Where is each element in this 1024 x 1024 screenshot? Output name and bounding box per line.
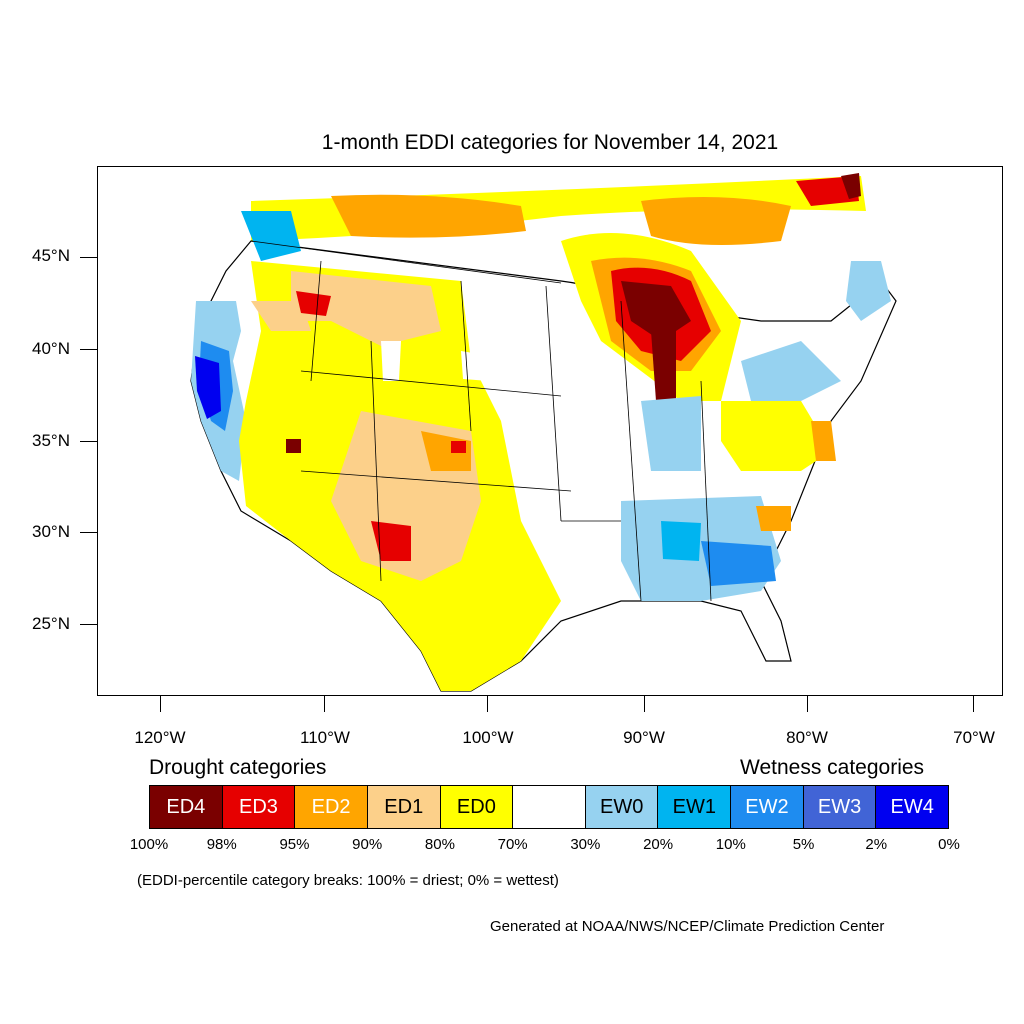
breaks-note: (EDDI-percentile category breaks: 100% =… <box>137 872 559 889</box>
lat-label-40: 40°N <box>32 339 70 358</box>
break-label: 10% <box>715 836 746 853</box>
break-label: 100% <box>129 836 169 853</box>
eddi-map <box>190 173 897 692</box>
lat-tick <box>80 624 97 625</box>
break-label: 98% <box>206 836 237 853</box>
lat-tick <box>80 441 97 442</box>
break-label: 5% <box>792 836 815 853</box>
lat-tick <box>80 349 97 350</box>
lat-tick <box>80 532 97 533</box>
lat-label-30: 30°N <box>32 522 70 541</box>
legend-cell-ew1: EW1 <box>658 786 732 828</box>
break-label: 90% <box>352 836 383 853</box>
wetness-categories-title: Wetness categories <box>740 756 925 779</box>
lon-tick <box>973 696 974 712</box>
lat-tick <box>80 257 97 258</box>
lon-label-110: 110°W <box>300 728 350 747</box>
break-label: 70% <box>497 836 528 853</box>
break-label: 2% <box>865 836 888 853</box>
state-boundaries <box>250 240 712 602</box>
drought-categories-title: Drought categories <box>149 756 327 779</box>
map-title: 1-month EDDI categories for November 14,… <box>321 131 779 154</box>
break-label: 95% <box>279 836 310 853</box>
lat-label-25: 25°N <box>32 614 70 633</box>
credit-line: Generated at NOAA/NWS/NCEP/Climate Predi… <box>490 918 885 935</box>
legend-cell-neutral <box>513 786 586 828</box>
lon-tick <box>807 696 808 712</box>
legend-cell-ew4: EW4 <box>876 786 949 828</box>
legend-cell-ew0: EW0 <box>585 786 659 828</box>
break-label: 20% <box>643 836 674 853</box>
map-panel <box>97 166 1003 696</box>
lon-label-100: 100°W <box>462 728 514 747</box>
legend-cell-ew3: EW3 <box>803 786 877 828</box>
lat-label-45: 45°N <box>32 246 70 265</box>
lon-label-120: 120°W <box>134 728 186 747</box>
legend-cell-ed1: ED1 <box>367 786 441 828</box>
legend-cell-ed4: ED4 <box>150 786 223 828</box>
legend-cell-ew2: EW2 <box>731 786 804 828</box>
lon-tick <box>160 696 161 712</box>
lon-tick <box>487 696 488 712</box>
lon-tick <box>644 696 645 712</box>
break-label: 80% <box>424 836 455 853</box>
legend-cell-ed3: ED3 <box>222 786 296 828</box>
canada-orange <box>331 194 526 238</box>
lon-tick <box>324 696 325 712</box>
legend-cell-ed2: ED2 <box>295 786 368 828</box>
category-legend: ED4 ED3 ED2 ED1 ED0 EW0 EW1 EW2 EW3 EW4 <box>149 785 949 829</box>
lon-label-90: 90°W <box>623 728 665 747</box>
lon-label-80: 80°W <box>786 728 828 747</box>
lat-label-35: 35°N <box>32 431 70 450</box>
legend-cell-ed0: ED0 <box>440 786 514 828</box>
break-label: 0% <box>938 836 960 853</box>
break-label: 30% <box>570 836 601 853</box>
lon-label-70: 70°W <box>953 728 995 747</box>
